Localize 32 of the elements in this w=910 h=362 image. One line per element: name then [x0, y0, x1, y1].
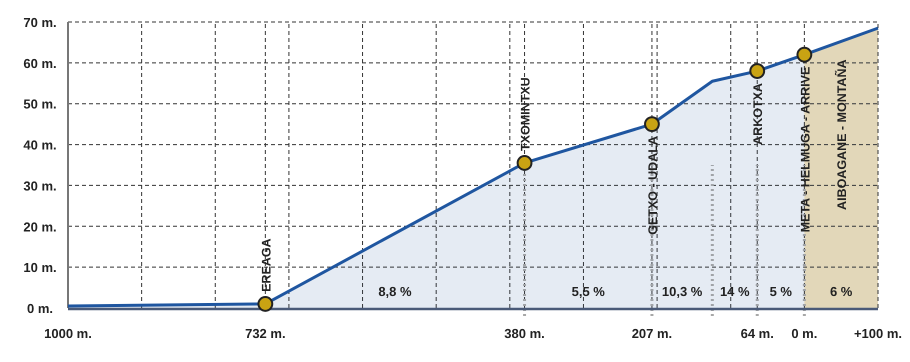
point [516, 155, 532, 171]
point [644, 116, 660, 132]
point [749, 63, 766, 79]
x-tick-label: +100 m. [854, 326, 902, 341]
y-tick-label: 20 m. [23, 219, 57, 234]
point [257, 296, 274, 312]
data-label: META - HELMUGA - ARRIVE [798, 66, 812, 232]
annotation: 5,5 % [572, 284, 606, 299]
x-tick-label: 0 m. [791, 326, 818, 341]
data-label: ARKOTXA [751, 83, 766, 145]
y-tick-label: 30 m. [23, 178, 57, 194]
y-tick-label: 60 m. [23, 56, 57, 71]
point [796, 46, 812, 63]
x-tick-label: 64 m. [740, 326, 774, 341]
band-label: AIBOAGANE - MONTAÑA [834, 59, 850, 210]
annotation: 8,8 % [378, 284, 412, 299]
y-tick-label: 70 m. [23, 15, 57, 30]
y-tick-label: 40 m. [23, 138, 57, 153]
data-label: GETXO - UDALA [646, 136, 660, 235]
y-tick-label: 0 m. [26, 301, 54, 316]
data-label: TXOMINTXU [518, 77, 533, 151]
y-tick-label: 10 m. [23, 260, 57, 276]
annotation: 10,3 % [662, 284, 703, 299]
annotation: 6 % [830, 284, 853, 299]
x-tick-label: 207 m. [632, 326, 672, 341]
annotation: 14 % [720, 284, 750, 299]
y-tick-label: 50 m. [23, 96, 57, 112]
x-tick-label: 380 m. [504, 326, 545, 341]
data-label: EREAGA [259, 238, 274, 292]
annotation: 5 % [770, 284, 792, 299]
x-tick-label: 1000 m. [44, 326, 92, 341]
x-tick-label: 732 m. [245, 326, 286, 341]
